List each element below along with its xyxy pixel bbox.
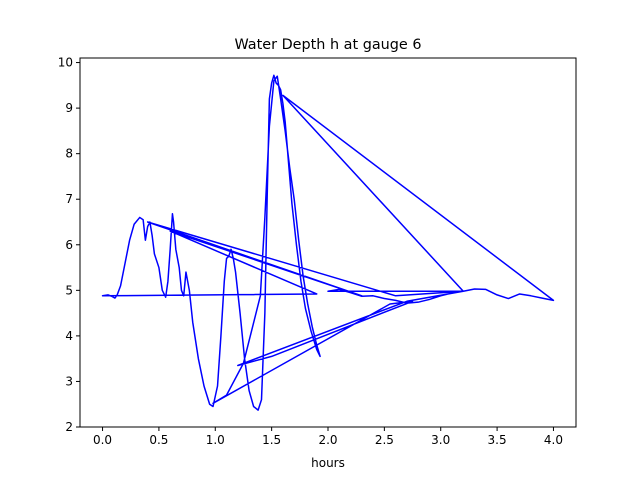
x-axis: 0.0 0.5 1.0 1.5 2.0 2.5 3.0 3.5 4.0: [93, 427, 563, 447]
y-tick-label: 4: [65, 329, 73, 343]
chart-title: Water Depth h at gauge 6: [234, 37, 421, 53]
x-tick-label: 4.0: [544, 433, 563, 447]
x-tick-label: 2.0: [318, 433, 337, 447]
x-tick-label: 3.0: [431, 433, 450, 447]
x-tick-label: 3.5: [488, 433, 507, 447]
y-tick-label: 5: [65, 283, 73, 297]
y-axis: 2 3 4 5 6 7 8 9 10: [58, 56, 80, 434]
x-tick-label: 0.5: [149, 433, 168, 447]
y-tick-label: 9: [65, 101, 73, 115]
y-tick-label: 2: [65, 420, 73, 434]
y-tick-label: 3: [65, 374, 73, 388]
x-tick-label: 0.0: [93, 433, 112, 447]
x-axis-label: hours: [311, 456, 345, 470]
y-tick-label: 6: [65, 238, 73, 252]
x-tick-label: 1.0: [206, 433, 225, 447]
x-tick-label: 1.5: [262, 433, 281, 447]
series-line-0: [101, 74, 555, 411]
x-tick-label: 2.5: [375, 433, 394, 447]
y-tick-label: 8: [65, 147, 73, 161]
plot-area: [101, 74, 555, 411]
y-tick-label: 7: [65, 192, 73, 206]
y-tick-label: 10: [58, 56, 73, 70]
